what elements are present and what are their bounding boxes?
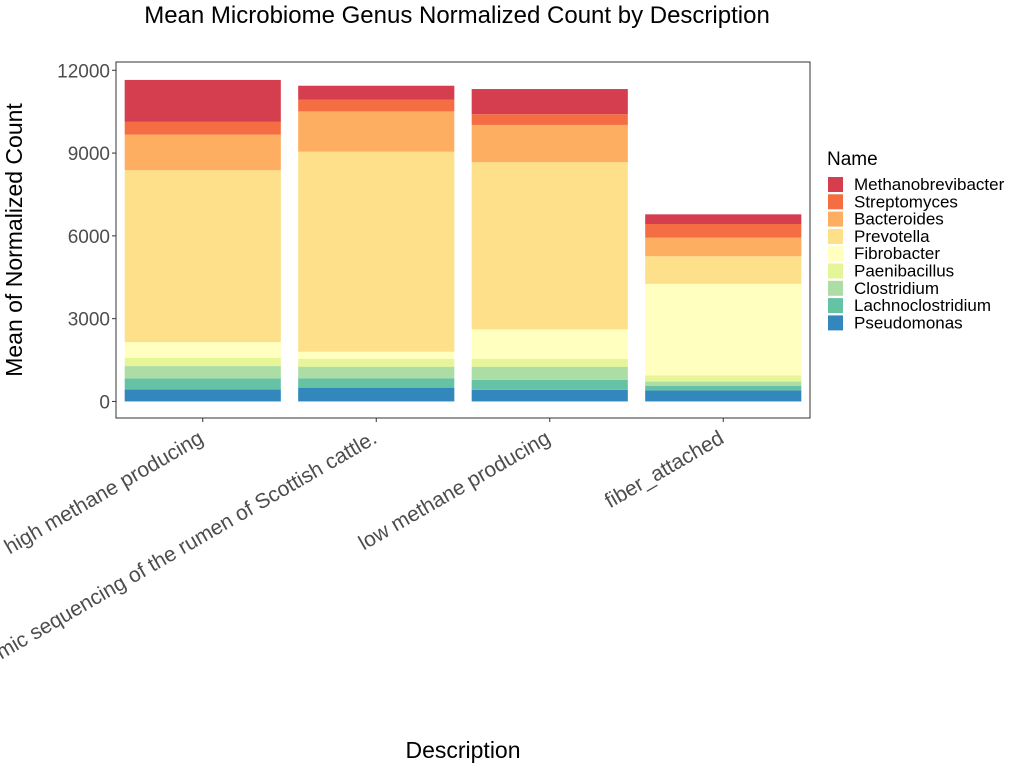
x-tick-label: low methane producing <box>355 426 555 554</box>
bar-segment <box>124 121 281 135</box>
y-tick-label: 12000 <box>57 61 110 82</box>
legend-label: Clostridium <box>854 279 939 298</box>
bar-segment <box>298 378 455 388</box>
bar-segment <box>471 162 628 330</box>
legend-label: Prevotella <box>854 227 930 246</box>
bar-segment <box>298 111 455 152</box>
legend-label: Paenibacillus <box>854 262 954 281</box>
bar-segment <box>124 357 281 367</box>
y-tick-label: 9000 <box>68 144 110 165</box>
bar-segment <box>645 223 802 238</box>
bar-segment <box>645 237 802 257</box>
legend: Name MethanobrevibacterStreptomycesBacte… <box>827 149 1005 332</box>
bar-segment <box>645 390 802 402</box>
bar-segment <box>645 375 802 382</box>
x-tick-label: fiber_attached <box>601 426 728 512</box>
bar-segment <box>298 99 455 112</box>
legend-label: Bacteroides <box>854 210 944 229</box>
bar-segment <box>645 214 802 224</box>
legend-label: Methanobrevibacter <box>854 175 1005 194</box>
bar-segment <box>645 385 802 391</box>
bar-segment <box>645 256 802 284</box>
bar-segment <box>298 387 455 402</box>
bar-segment <box>298 151 455 352</box>
bar-segment <box>124 342 281 358</box>
chart-title: Mean Microbiome Genus Normalized Count b… <box>144 2 770 29</box>
y-tick-label: 6000 <box>68 227 110 248</box>
legend-swatch <box>828 280 843 296</box>
x-axis-title: Description <box>405 737 520 763</box>
bar-segment <box>645 381 802 386</box>
plot-area <box>124 79 802 402</box>
legend-swatch <box>828 211 843 227</box>
bar-segment <box>298 85 455 100</box>
bar-segment <box>124 366 281 379</box>
legend-label: Fibrobacter <box>854 244 940 263</box>
bar-segment <box>645 283 802 376</box>
bar-segment <box>298 366 455 379</box>
bar-segment <box>471 379 628 390</box>
legend-title: Name <box>827 149 878 170</box>
panel-border <box>115 61 811 419</box>
x-tick-label: Metagenomic sequencing of the rumen of S… <box>0 426 381 710</box>
legend-swatch <box>828 298 843 314</box>
legend-swatch <box>828 246 843 262</box>
bar-segment <box>124 79 281 122</box>
legend-swatch <box>828 315 843 331</box>
bar-segment <box>471 114 628 125</box>
bar-segment <box>471 89 628 115</box>
bar-segment <box>298 358 455 367</box>
bar-segment <box>124 389 281 402</box>
bar-segment <box>124 170 281 343</box>
y-axis: 0 3000 6000 9000 12000 <box>57 61 116 413</box>
legend-label: Lachnoclostridium <box>854 296 991 315</box>
legend-swatch <box>828 228 843 244</box>
legend-label: Pseudomonas <box>854 313 963 332</box>
legend-swatch <box>828 194 843 210</box>
legend-swatch <box>828 177 843 192</box>
bar-segment <box>471 329 628 359</box>
bar-segment <box>471 358 628 367</box>
bar-segment <box>298 351 455 359</box>
bar-segment <box>124 378 281 390</box>
y-tick-label: 3000 <box>68 310 110 331</box>
legend-swatch <box>828 263 843 279</box>
bar-segment <box>124 134 281 171</box>
bar-segment <box>471 389 628 402</box>
y-tick-label: 0 <box>99 392 110 413</box>
y-axis-title: Mean of Normalized Count <box>1 103 27 377</box>
bar-segment <box>471 366 628 380</box>
legend-label: Streptomyces <box>854 192 958 211</box>
bar-segment <box>471 124 628 163</box>
